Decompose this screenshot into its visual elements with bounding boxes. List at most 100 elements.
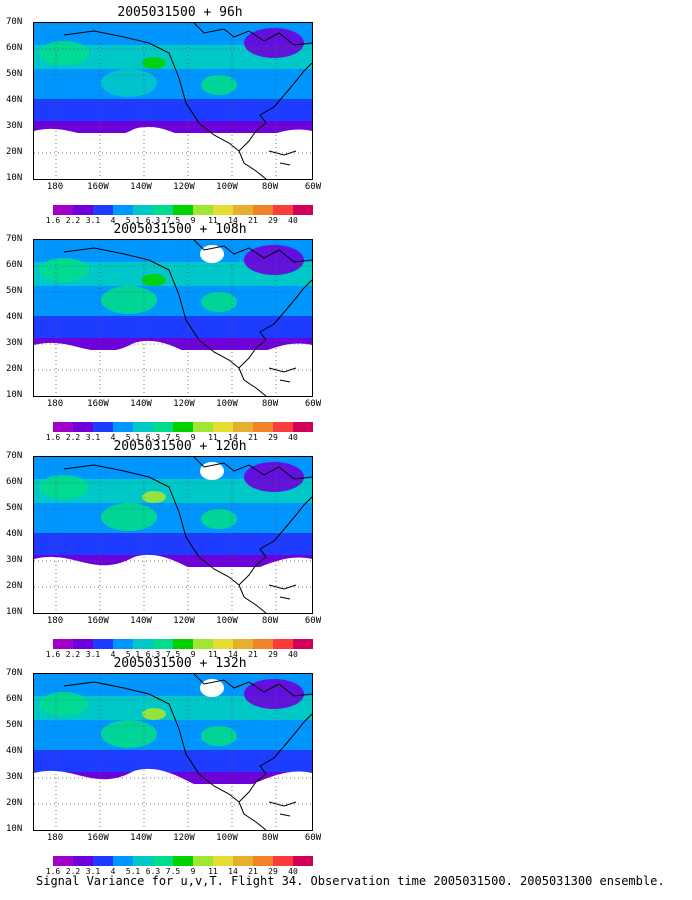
longitude-label: 160W [87, 616, 109, 626]
latitude-label: 70N [6, 234, 23, 244]
longitude-label: 180 [46, 833, 64, 843]
colorbar-label: 6.3 [145, 867, 161, 876]
colorbar-label: 1.6 [45, 216, 61, 225]
latitude-label: 10N [6, 824, 23, 834]
latitude-label: 60N [6, 477, 23, 487]
colorbar-swatch [253, 856, 273, 866]
latitude-label: 20N [6, 147, 23, 157]
colorbar-label: 29 [268, 650, 278, 659]
longitude-label: 160W [87, 833, 109, 843]
colorbar-label: 21 [248, 216, 258, 225]
map-panel: 2005031500 + 132h 70N 60N 50N 40N 30N 20N 10N 18… [0, 656, 340, 877]
colorbar-label: 11 [208, 650, 218, 659]
longitude-label: 80W [261, 399, 279, 409]
colorbar-swatch [153, 422, 173, 432]
variance-band [34, 286, 312, 316]
coastline [63, 23, 312, 179]
colorbar-swatch [153, 856, 173, 866]
colorbar [53, 856, 313, 866]
colorbar-label: 40 [288, 216, 298, 225]
colorbar-label: 3.1 [85, 216, 101, 225]
colorbar-swatch [193, 422, 213, 432]
colorbar-swatch [133, 639, 153, 649]
longitude-label: 180 [46, 399, 64, 409]
variance-band [34, 23, 312, 45]
variance-blob [101, 69, 157, 97]
colorbar-label: 7.5 [165, 216, 181, 225]
colorbar-swatch [293, 205, 313, 215]
variance-blob [201, 509, 237, 529]
longitude-label: 160W [87, 399, 109, 409]
colorbar-swatch [153, 639, 173, 649]
colorbar-label: 3.1 [85, 867, 101, 876]
colorbar-swatch [73, 856, 93, 866]
colorbar-swatch [73, 639, 93, 649]
colorbar-swatch [113, 856, 133, 866]
colorbar-label: 4 [110, 867, 116, 876]
longitude-label: 180 [46, 182, 64, 192]
latitude-label: 70N [6, 17, 23, 27]
colorbar-label: 6.3 [145, 650, 161, 659]
variance-blob [142, 708, 166, 720]
map-panel: 2005031500 + 96h 70N 60N 50N 40N 30N 20N 10N 180… [0, 6, 340, 226]
colorbar-swatch [273, 856, 293, 866]
colorbar-swatch [173, 856, 193, 866]
colorbar-swatch [213, 639, 233, 649]
colorbar-swatch [213, 205, 233, 215]
colorbar-swatch [93, 205, 113, 215]
colorbar-label: 7.5 [165, 650, 181, 659]
colorbar-swatch [233, 422, 253, 432]
variance-blob [244, 679, 304, 709]
variance-blob [39, 692, 89, 716]
latitude-label: 10N [6, 607, 23, 617]
longitude-label: 60W [304, 616, 322, 626]
colorbar-swatch [73, 422, 93, 432]
longitude-label: 140W [130, 833, 152, 843]
longitude-label: 160W [87, 182, 109, 192]
colorbar-label: 29 [268, 433, 278, 442]
colorbar-swatch [193, 856, 213, 866]
colorbar-swatch [293, 856, 313, 866]
colorbar-swatch [173, 422, 193, 432]
colorbar-label: 21 [248, 650, 258, 659]
colorbar-swatch [93, 856, 113, 866]
latitude-label: 60N [6, 43, 23, 53]
variance-band [34, 316, 312, 338]
longitude-label: 100W [216, 182, 238, 192]
variance-blob [101, 286, 157, 314]
coastline [63, 457, 312, 613]
colorbar-label: 6.3 [145, 433, 161, 442]
colorbar-label: 1.6 [45, 433, 61, 442]
colorbar-swatch [53, 639, 73, 649]
colorbar-label: 2.2 [65, 216, 81, 225]
colorbar-label: 9 [190, 216, 196, 225]
colorbar-label: 40 [288, 433, 298, 442]
longitude-label: 80W [261, 182, 279, 192]
latitude-label: 40N [6, 529, 23, 539]
colorbar-label: 1.6 [45, 867, 61, 876]
colorbar-label: 29 [268, 216, 278, 225]
panel-title: 2005031500 + 132h [113, 656, 247, 671]
low-variance-region [200, 679, 224, 697]
colorbar-label: 14 [228, 433, 238, 442]
colorbar [53, 422, 313, 432]
variance-blob [201, 75, 237, 95]
longitude-label: 60W [304, 833, 322, 843]
colorbar-swatch [53, 422, 73, 432]
colorbar-swatch [213, 856, 233, 866]
longitude-label: 100W [216, 833, 238, 843]
colorbar-swatch [173, 205, 193, 215]
colorbar-swatch [53, 205, 73, 215]
colorbar-label: 21 [248, 433, 258, 442]
variance-map [33, 673, 313, 831]
low-variance-region [34, 126, 312, 179]
colorbar-label: 40 [288, 867, 298, 876]
longitude-label: 80W [261, 616, 279, 626]
latitude-label: 30N [6, 121, 23, 131]
variance-band [34, 338, 312, 350]
latitude-label: 20N [6, 581, 23, 591]
longitude-label: 120W [173, 399, 195, 409]
low-variance-region [34, 554, 312, 613]
variance-band [34, 240, 312, 262]
latitude-label: 60N [6, 694, 23, 704]
